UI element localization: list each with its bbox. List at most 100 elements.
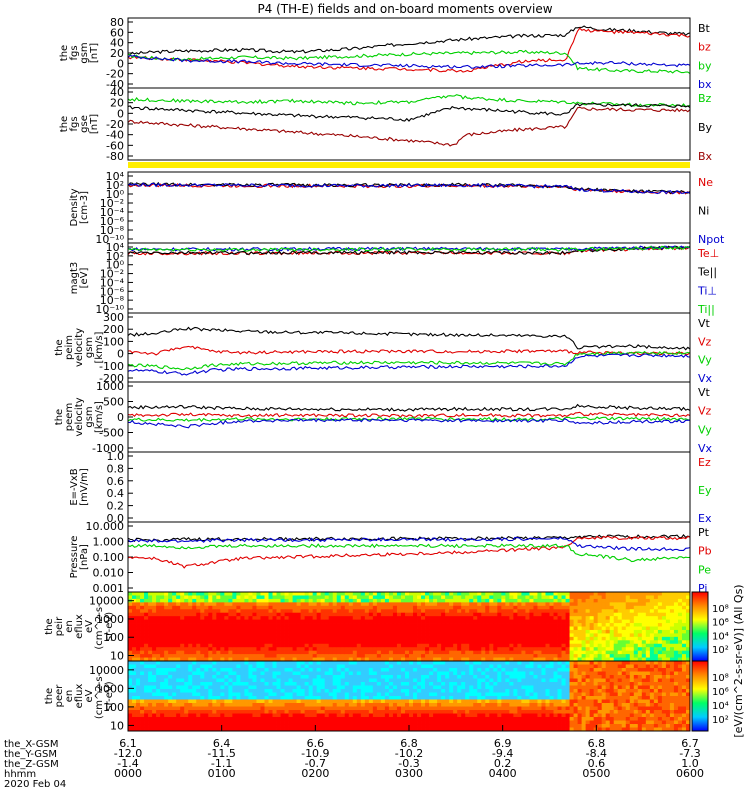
- spectrogram-cell: [128, 713, 133, 718]
- spectrogram-cell: [557, 626, 562, 631]
- spectrogram-cell: [148, 720, 153, 725]
- spectrogram-cell: [324, 710, 330, 714]
- ytick-label: 10⁻⁴: [100, 206, 125, 219]
- spectrogram-cell: [268, 717, 273, 721]
- spectrogram-cell: [156, 713, 161, 718]
- spectrogram-cell: [657, 636, 663, 641]
- spectrogram-cell: [368, 668, 374, 672]
- spectrogram-cell: [208, 671, 213, 676]
- spectrogram-cell: [404, 713, 410, 718]
- spectrogram-cell: [685, 605, 691, 610]
- spectrogram-cell: [132, 609, 137, 614]
- spectrogram-cell: [276, 713, 281, 718]
- spectrogram-cell: [388, 609, 394, 614]
- spectrogram-cell: [477, 612, 482, 617]
- spectrogram-cell: [517, 626, 522, 631]
- spectrogram-cell: [280, 671, 285, 676]
- spectrogram-cell: [425, 633, 430, 638]
- spectrogram-cell: [272, 727, 277, 732]
- spectrogram-cell: [521, 629, 526, 634]
- spectrogram-cell: [613, 643, 619, 648]
- spectrogram-cell: [252, 724, 257, 728]
- spectrogram-cell: [569, 619, 574, 624]
- spectrogram-cell: [240, 605, 245, 610]
- spectrogram-cell: [425, 657, 430, 662]
- spectrogram-cell: [457, 699, 462, 704]
- spectrogram-cell: [493, 609, 498, 614]
- spectrogram-cell: [168, 654, 173, 658]
- spectrogram-cell: [288, 671, 293, 676]
- spectrogram-cell: [388, 633, 394, 638]
- spectrogram-cell: [465, 616, 470, 620]
- spectrogram-cell: [240, 598, 245, 603]
- spectrogram-cell: [409, 696, 414, 700]
- spectrogram-cell: [533, 605, 538, 610]
- spectrogram-cell: [280, 657, 285, 662]
- spectrogram-cell: [204, 629, 209, 634]
- spectrogram-cell: [336, 720, 342, 725]
- spectrogram-cell: [340, 657, 346, 662]
- spectrogram-cell: [413, 654, 418, 658]
- spectrogram-cell: [665, 619, 671, 624]
- spectrogram-cell: [196, 724, 201, 728]
- spectrogram-cell: [372, 654, 378, 658]
- spectrogram-cell: [617, 650, 623, 655]
- spectrogram-cell: [525, 640, 530, 645]
- spectrogram-cell: [332, 692, 338, 697]
- spectrogram-cell: [661, 636, 667, 641]
- spectrogram-cell: [481, 643, 486, 648]
- spectrogram-cell: [445, 612, 450, 617]
- spectrogram-cell: [272, 724, 277, 728]
- spectrogram-cell: [437, 657, 442, 662]
- spectrogram-cell: [340, 650, 346, 655]
- spectrogram-cell: [445, 643, 450, 648]
- spectrogram-cell: [633, 598, 639, 603]
- spectrogram-cell: [413, 595, 418, 600]
- spectrogram-cell: [429, 629, 434, 634]
- spectrogram-cell: [557, 633, 562, 638]
- spectrogram-cell: [208, 685, 213, 690]
- spectrogram-cell: [268, 696, 273, 700]
- spectrogram-cell: [473, 633, 478, 638]
- spectrogram-cell: [553, 616, 558, 620]
- spectrogram-cell: [316, 640, 322, 645]
- spectrogram-cell: [228, 696, 233, 700]
- spectrogram-cell: [360, 640, 366, 645]
- spectrogram-cell: [489, 636, 494, 641]
- spectrogram-cell: [248, 619, 253, 624]
- spectrogram-cell: [272, 699, 277, 704]
- spectrogram-cell: [236, 671, 241, 676]
- spectrogram-cell: [160, 717, 165, 721]
- spectrogram-cell: [489, 612, 494, 617]
- spectrogram-cell: [400, 636, 406, 641]
- series-line-bx: [127, 54, 691, 69]
- spectrogram-cell: [240, 703, 245, 707]
- spectrogram-cell: [248, 629, 253, 634]
- spectrogram-cell: [621, 592, 627, 596]
- spectrogram-cell: [453, 671, 458, 676]
- spectrogram-cell: [404, 612, 410, 617]
- spectrogram-cell: [661, 605, 667, 610]
- spectrogram-cell: [352, 623, 358, 627]
- spectrogram-cell: [633, 609, 639, 614]
- spectrogram-cell: [280, 636, 285, 641]
- spectrogram-cell: [445, 602, 450, 607]
- spectrogram-cell: [601, 598, 607, 603]
- spectrogram-cell: [541, 619, 546, 624]
- spectrogram-cell: [637, 592, 643, 596]
- spectrogram-cell: [224, 671, 229, 676]
- spectrogram-cell: [509, 629, 514, 634]
- spectrogram-cell: [565, 612, 570, 617]
- spectrogram-cell: [537, 640, 542, 645]
- spectrogram-cell: [525, 598, 530, 603]
- spectrogram-cell: [501, 633, 506, 638]
- spectrogram-cell: [429, 678, 434, 683]
- spectrogram-cell: [228, 727, 233, 732]
- spectrogram-cell: [449, 664, 454, 669]
- spectrogram-cell: [368, 727, 374, 732]
- spectrogram-cell: [437, 654, 442, 658]
- spectrogram-cell: [296, 710, 302, 714]
- spectrogram-cell: [132, 706, 137, 711]
- spectrogram-cell: [641, 623, 647, 627]
- spectrogram-cell: [409, 657, 414, 662]
